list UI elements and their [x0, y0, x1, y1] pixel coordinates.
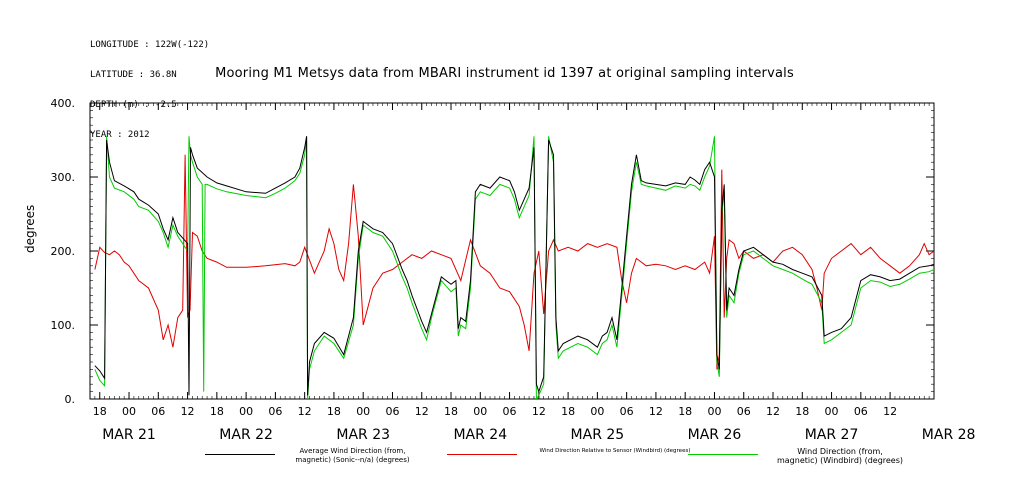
series-line-sonic — [94, 136, 934, 396]
x-tick-label: 18 — [210, 405, 224, 418]
x-tick-label: 18 — [444, 405, 458, 418]
y-tick-label: 300. — [51, 171, 76, 184]
depth-label: DEPTH (m) : -2.5 — [90, 100, 177, 110]
year-label: YEAR : 2012 — [90, 130, 150, 140]
legend-swatch-sonic — [205, 454, 275, 455]
x-day-label: MAR 21 — [102, 427, 156, 443]
legend-item-relative: Wind Direction Relative to Sensor (Windb… — [515, 447, 715, 456]
series-line-relative — [94, 154, 934, 370]
x-tick-label: 18 — [93, 405, 107, 418]
x-tick-label: 00 — [707, 405, 721, 418]
plot-frame — [89, 102, 935, 400]
x-day-label: MAR 25 — [571, 427, 625, 443]
legend-item-windbird-line2: magnetic) (Windbird) (degrees) — [776, 456, 904, 465]
x-tick-label: 12 — [532, 405, 546, 418]
x-day-label: MAR 24 — [453, 427, 507, 443]
x-tick-label: 00 — [122, 405, 136, 418]
legend: Average Wind Direction (from, magnetic) … — [0, 447, 1009, 487]
x-tick-label: 18 — [327, 405, 341, 418]
x-tick-label: 00 — [825, 405, 839, 418]
legend-swatch-windbird — [688, 454, 758, 455]
y-tick-label: 0. — [65, 393, 76, 406]
x-tick-label: 06 — [854, 405, 868, 418]
chart-title: Mooring M1 Metsys data from MBARI instru… — [215, 66, 794, 81]
x-day-label: MAR 27 — [805, 427, 859, 443]
x-tick-label: 06 — [151, 405, 165, 418]
x-tick-label: 18 — [678, 405, 692, 418]
latitude-label: LATITUDE : 36.8N — [90, 70, 177, 80]
x-tick-label: 06 — [737, 405, 751, 418]
legend-item-relative-line1: Wind Direction Relative to Sensor (Windb… — [539, 448, 691, 454]
x-tick-label: 18 — [795, 405, 809, 418]
longitude-label: LONGITUDE : 122W(-122) — [90, 40, 210, 50]
x-day-label: MAR 28 — [922, 427, 976, 443]
legend-swatch-relative — [447, 454, 517, 455]
x-day-label: MAR 23 — [336, 427, 390, 443]
x-day-label: MAR 26 — [688, 427, 742, 443]
y-tick-label: 200. — [51, 245, 76, 258]
legend-item-sonic: Average Wind Direction (from, magnetic) … — [270, 447, 435, 465]
x-tick-label: 18 — [561, 405, 575, 418]
x-tick-label: 06 — [620, 405, 634, 418]
x-tick-label: 12 — [649, 405, 663, 418]
legend-item-windbird: Wind Direction (from, magnetic) (Windbir… — [755, 447, 925, 465]
legend-item-sonic-line2: magnetic) (Sonic--n/a) (degrees) — [295, 456, 410, 464]
legend-item-sonic-line1: Average Wind Direction (from, — [299, 447, 406, 455]
x-tick-label: 06 — [268, 405, 282, 418]
x-tick-label: 12 — [298, 405, 312, 418]
legend-item-windbird-line1: Wind Direction (from, — [797, 447, 883, 456]
x-tick-label: 12 — [181, 405, 195, 418]
x-tick-label: 12 — [415, 405, 429, 418]
x-tick-label: 00 — [473, 405, 487, 418]
x-day-label: MAR 22 — [219, 427, 273, 443]
metadata-block: LONGITUDE : 122W(-122) LATITUDE : 36.8N … — [90, 20, 209, 150]
series-line-windbird — [94, 136, 934, 399]
x-tick-label: 06 — [385, 405, 399, 418]
x-tick-label: 00 — [239, 405, 253, 418]
y-tick-label: 400. — [51, 97, 76, 110]
x-tick-label: 12 — [883, 405, 897, 418]
y-tick-label: 100. — [51, 319, 76, 332]
x-tick-label: 00 — [590, 405, 604, 418]
x-tick-label: 12 — [766, 405, 780, 418]
x-tick-label: 00 — [356, 405, 370, 418]
x-tick-label: 06 — [503, 405, 517, 418]
